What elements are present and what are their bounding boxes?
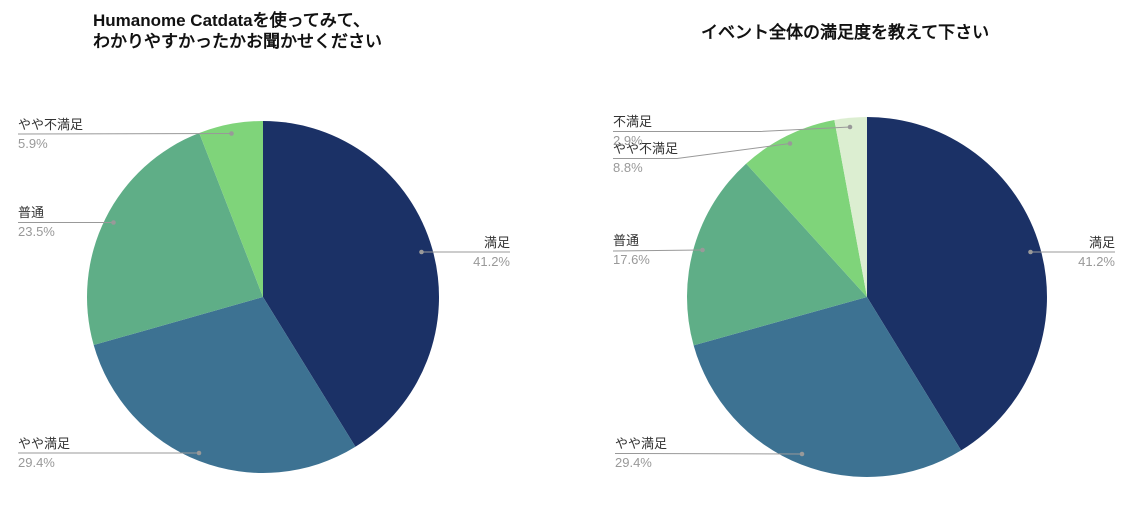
right-label-fumanzoku-name: 不満足 — [613, 114, 653, 129]
right-label-futsuu: 普通 17.6% — [613, 233, 650, 267]
right-label-futsuu-percent: 17.6% — [613, 252, 650, 267]
pie-slice-yaya-fumanzoku[interactable] — [199, 121, 263, 297]
pie-slice-manzoku[interactable] — [263, 121, 440, 447]
pie-slice-yaya-manzoku[interactable] — [693, 297, 962, 477]
left-label-manzoku: 満足 41.2% — [473, 235, 510, 269]
pie-slice-fumanzoku[interactable] — [834, 117, 867, 297]
left-label-futsuu: 普通 23.5% — [18, 205, 55, 239]
left-label-yaya-fumanzoku-percent: 5.9% — [18, 136, 48, 151]
left-chart-title-line1: Humanome Catdataを使ってみて、 — [93, 11, 370, 30]
left-label-manzoku-name: 満足 — [483, 235, 510, 250]
right-label-futsuu-name: 普通 — [613, 233, 640, 248]
right-label-yaya-manzoku-name: やや満足 — [615, 436, 668, 451]
pie-slice-yaya-fumanzoku[interactable] — [746, 119, 867, 298]
right-label-manzoku-percent: 41.2% — [1078, 254, 1115, 269]
right-label-yaya-fumanzoku: やや不満足 8.8% — [613, 141, 678, 175]
left-label-futsuu-percent: 23.5% — [18, 224, 55, 239]
left-chart-title: Humanome Catdataを使ってみて、 わかりやすかったかお聞かせくださ… — [93, 10, 382, 52]
left-label-yaya-fumanzoku: やや不満足 5.9% — [18, 117, 83, 151]
left-chart-title-line2: わかりやすかったかお聞かせください — [93, 32, 382, 51]
right-chart-title: イベント全体の満足度を教えて下さい — [701, 23, 990, 42]
right-label-manzoku-name: 満足 — [1088, 235, 1115, 250]
right-label-manzoku: 満足 41.2% — [1078, 235, 1115, 269]
pie-slice-manzoku[interactable] — [867, 117, 1047, 451]
right-label-fumanzoku-percent: 2.9% — [613, 133, 643, 148]
left-label-manzoku-percent: 41.2% — [473, 254, 510, 269]
right-label-yaya-manzoku: やや満足 29.4% — [615, 436, 667, 470]
left-label-yaya-manzoku: やや満足 29.4% — [18, 436, 70, 470]
left-label-yaya-fumanzoku-name: やや不満足 — [18, 117, 84, 132]
right-label-fumanzoku: 不満足 2.9% — [613, 114, 652, 148]
left-label-yaya-manzoku-name: やや満足 — [18, 436, 71, 451]
pie-slice-yaya-manzoku[interactable] — [93, 297, 356, 474]
pie-slice-futsuu[interactable] — [687, 163, 867, 346]
right-label-yaya-manzoku-percent: 29.4% — [615, 455, 652, 470]
left-label-yaya-manzoku-percent: 29.4% — [18, 455, 55, 470]
left-label-futsuu-name: 普通 — [18, 205, 45, 220]
pie-slice-futsuu[interactable] — [86, 132, 263, 346]
right-label-yaya-fumanzoku-name: やや不満足 — [613, 141, 679, 156]
right-label-yaya-fumanzoku-percent: 8.8% — [613, 160, 643, 175]
